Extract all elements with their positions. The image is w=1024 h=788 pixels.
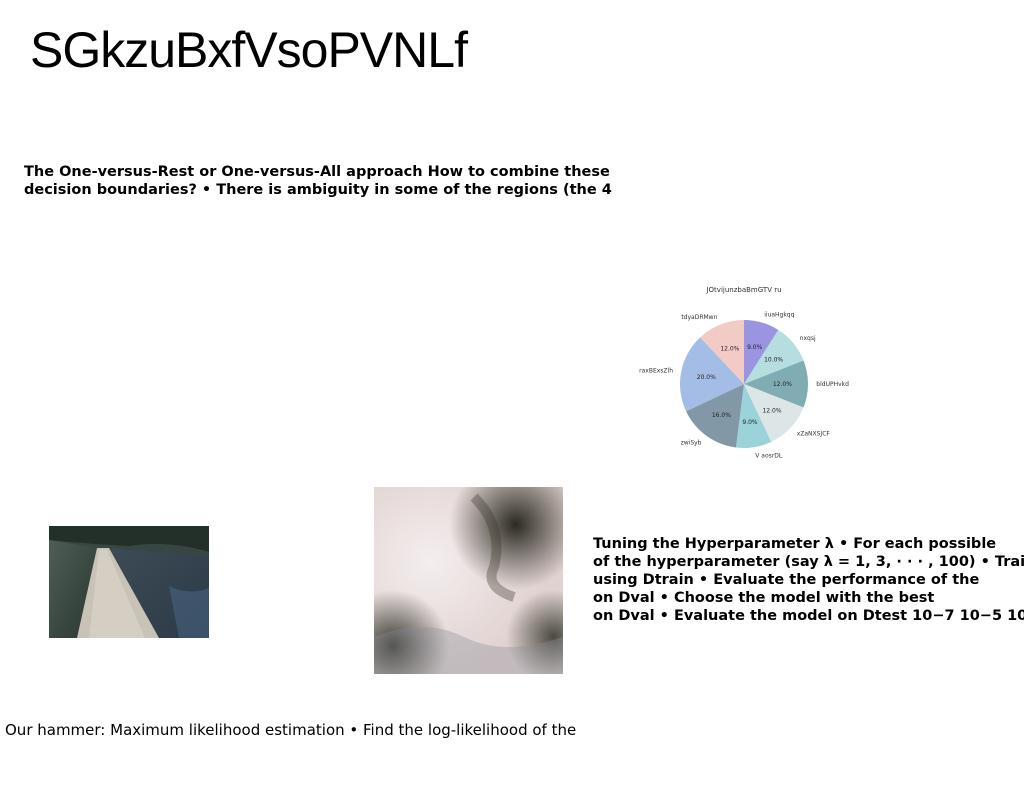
pie-slice xyxy=(686,384,744,448)
text-line: Tuning the Hyperparameter λ • For each p… xyxy=(593,536,997,552)
pie-slice-percent-label: 12.0% xyxy=(762,407,781,414)
pie-slice xyxy=(735,384,772,449)
text-line: on Dval • Evaluate the model on Dtest 10… xyxy=(593,608,1024,624)
pie-slice xyxy=(700,320,744,384)
pie-slice xyxy=(744,329,804,384)
text-line: using Dtrain • Evaluate the performance … xyxy=(593,572,980,588)
pie-chart-svg: JOtvijunzbaBmGTV ru 9.0%10.0%12.0%12.0%9… xyxy=(639,286,849,459)
fog-landscape-image xyxy=(374,487,563,674)
text-block-top: The One-versus-Rest or One-versus-All ap… xyxy=(24,163,624,199)
pie-slice-category-label: tdyaDRMwn xyxy=(681,314,717,321)
pie-slice xyxy=(744,320,779,384)
pie-slice xyxy=(680,337,744,412)
chart-title: JOtvijunzbaBmGTV ru xyxy=(705,286,781,294)
pie-slice-percent-label: 20.0% xyxy=(697,374,716,381)
text-line: The One-versus-Rest or One-versus-All ap… xyxy=(24,164,610,180)
pie-slice-category-label: xZaNXSJCF xyxy=(797,431,831,438)
pie-slice-category-label: raxBExsZlh xyxy=(639,367,673,374)
pie-slice-percent-label: 12.0% xyxy=(720,345,739,352)
pie-slice-percent-label: 9.0% xyxy=(742,419,758,426)
pie-slice-percent-label: 9.0% xyxy=(747,344,763,351)
page-title: SGkzuBxfVsoPVNLf xyxy=(30,22,468,78)
text-line: on Dval • Choose the model with the best xyxy=(593,590,935,606)
pie-slice-category-label: iiuaHgkqq xyxy=(764,312,794,319)
pie-chart: JOtvijunzbaBmGTV ru 9.0% 10.0% 12.0% 12.0% 9… xyxy=(630,280,870,480)
road-landscape-image xyxy=(49,526,209,638)
pie-slice-category-label: bldUPHvkd xyxy=(816,381,849,388)
pie-slice-category-label: zwiSyb xyxy=(681,440,702,447)
text-line: of the hyperparameter (say λ = 1, 3, · ·… xyxy=(593,554,1024,570)
text-block-right: Tuning the Hyperparameter λ • For each p… xyxy=(593,535,1024,625)
pie-slice-percent-label: 16.0% xyxy=(712,412,731,419)
pie-slice xyxy=(744,360,809,408)
pie-slice-percent-label: 12.0% xyxy=(773,381,792,388)
road-photo xyxy=(49,526,209,638)
pie-slice xyxy=(744,384,804,442)
text-line: decision boundaries? • There is ambiguit… xyxy=(24,182,612,198)
pie-slice-percent-label: 10.0% xyxy=(764,357,783,364)
fog-photo xyxy=(374,487,563,674)
footer-text: Our hammer: Maximum likelihood estimatio… xyxy=(5,721,577,739)
pie-slice-category-label: nxqsj xyxy=(800,335,816,342)
pie-slice-category-label: V aosrDL xyxy=(755,452,783,459)
